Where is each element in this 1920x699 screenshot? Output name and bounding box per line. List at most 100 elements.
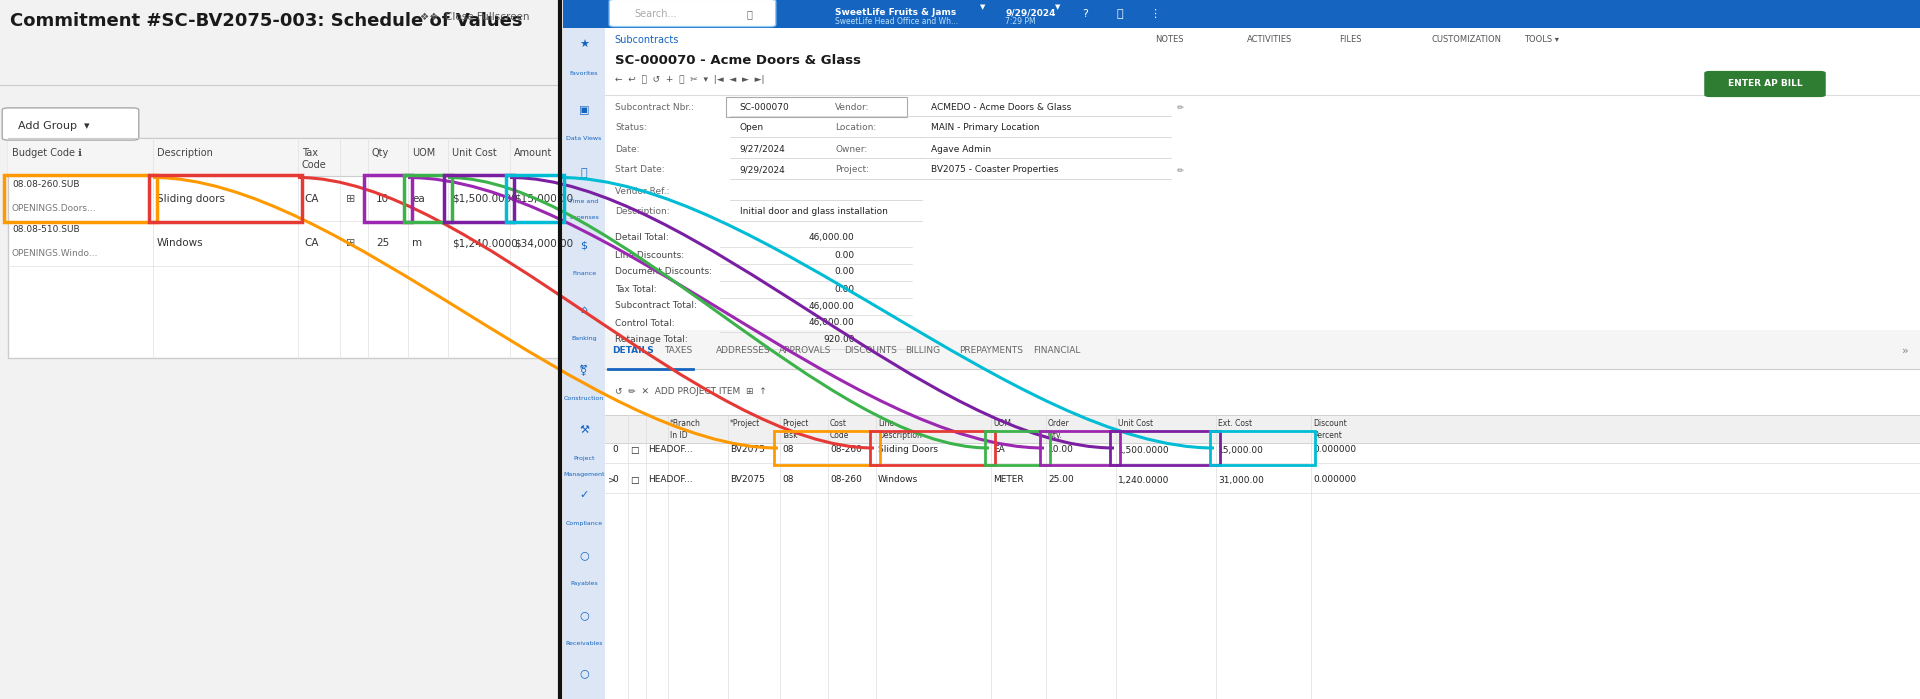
FancyBboxPatch shape [1705,71,1826,97]
Text: Subcontracts: Subcontracts [614,35,680,45]
Text: Construction: Construction [564,396,605,401]
Text: Data Views: Data Views [566,136,601,141]
Text: Sliding Doors: Sliding Doors [877,445,939,454]
Text: Finance: Finance [572,271,595,277]
Text: 08: 08 [781,445,793,454]
Text: DETAILS: DETAILS [612,346,653,355]
Text: Discount: Discount [1313,419,1346,428]
Text: APPROVALS: APPROVALS [780,346,831,355]
Text: 0.00: 0.00 [835,284,854,294]
Text: □: □ [630,475,639,484]
Text: Subcontract Nbr.:: Subcontract Nbr.: [614,103,693,112]
FancyBboxPatch shape [605,330,1920,368]
Text: ○: ○ [580,550,589,560]
Text: ○: ○ [580,610,589,620]
Text: 46,000.00: 46,000.00 [808,233,854,243]
Text: »: » [1903,345,1908,355]
Text: 0.00: 0.00 [835,268,854,277]
Text: SC-000070 - Acme Doors & Glass: SC-000070 - Acme Doors & Glass [614,54,860,66]
Text: 9/29/2024: 9/29/2024 [1004,8,1056,17]
Text: ▼: ▼ [979,4,985,10]
Text: Project: Project [574,456,595,461]
Text: ✓: ✓ [580,490,589,500]
FancyBboxPatch shape [0,0,561,699]
Text: Description:: Description: [614,208,670,217]
Text: Code: Code [829,431,849,440]
Text: $34,000.00: $34,000.00 [515,238,574,249]
Text: Compliance: Compliance [564,521,603,526]
Text: ✏: ✏ [1177,166,1185,175]
Text: Tax: Tax [301,147,319,158]
Text: Vendor Ref.:: Vendor Ref.: [614,187,670,196]
Text: Payables: Payables [570,582,597,586]
Text: Location:: Location: [835,124,876,133]
Text: BV2075: BV2075 [730,445,764,454]
FancyBboxPatch shape [605,28,1920,699]
Text: Description: Description [877,431,922,440]
Text: Windows: Windows [877,475,918,484]
Text: Order: Order [1048,419,1069,428]
Text: Add Group  ▾: Add Group ▾ [17,121,90,131]
Text: ⏰: ⏰ [580,168,588,178]
Text: Start Date:: Start Date: [614,166,664,175]
Text: ✏: ✏ [1177,103,1185,112]
Text: $1,500.0000: $1,500.0000 [451,194,518,203]
Text: Vendor:: Vendor: [835,103,870,112]
FancyBboxPatch shape [2,108,138,140]
Text: Task: Task [781,431,799,440]
Text: ○: ○ [580,668,589,678]
Text: FINANCIAL: FINANCIAL [1033,346,1081,355]
Text: 1,500.0000: 1,500.0000 [1117,445,1169,454]
Text: ⊞: ⊞ [346,194,355,203]
Text: METER: METER [993,475,1023,484]
Text: Amount: Amount [515,147,553,158]
Text: EA: EA [993,445,1004,454]
FancyBboxPatch shape [563,28,605,699]
Text: 08: 08 [781,475,793,484]
Text: CUSTOMIZATION: CUSTOMIZATION [1432,36,1501,45]
Text: MAIN - Primary Location: MAIN - Primary Location [931,124,1039,133]
Text: Agave Admin: Agave Admin [931,145,991,154]
Text: ↺  ✏  ✕  ADD PROJECT ITEM  ⊞  ↑: ↺ ✏ ✕ ADD PROJECT ITEM ⊞ ↑ [614,387,766,396]
Text: Open: Open [739,124,764,133]
Text: Project: Project [781,419,808,428]
Text: Commitment #SC-BV2075-003: Schedule of Values: Commitment #SC-BV2075-003: Schedule of V… [10,12,522,30]
Text: 08-260: 08-260 [829,475,862,484]
Text: ▣: ▣ [578,105,589,115]
Text: OPENINGS.Windo...: OPENINGS.Windo... [12,250,98,259]
Text: PREPAYMENTS: PREPAYMENTS [958,346,1023,355]
Text: Windows: Windows [157,238,204,249]
Text: Unit Cost: Unit Cost [451,147,497,158]
Text: Control Total:: Control Total: [614,319,674,328]
Text: Search...: Search... [634,9,676,19]
Text: ENTER AP BILL: ENTER AP BILL [1728,80,1803,89]
Text: Time and: Time and [570,199,599,204]
FancyBboxPatch shape [8,138,561,176]
Text: Line Discounts:: Line Discounts: [614,250,684,259]
Text: Description: Description [157,147,213,158]
Text: DISCOUNTS: DISCOUNTS [845,346,897,355]
Text: 9/27/2024: 9/27/2024 [739,145,785,154]
Text: Detail Total:: Detail Total: [614,233,668,243]
Text: 🔍: 🔍 [747,9,753,19]
Text: 46,000.00: 46,000.00 [808,319,854,328]
Text: Sliding doors: Sliding doors [157,194,225,203]
Text: TAXES: TAXES [664,346,693,355]
Text: ?: ? [1083,9,1089,19]
Text: Qty: Qty [372,147,390,158]
Text: Document Discounts:: Document Discounts: [614,268,712,277]
Text: Tax Total:: Tax Total: [614,284,657,294]
Text: 46,000.00: 46,000.00 [808,301,854,310]
Text: 10: 10 [376,194,390,203]
Text: 10.00: 10.00 [1048,445,1073,454]
FancyBboxPatch shape [726,97,906,117]
Text: Favorites: Favorites [570,71,599,76]
Text: Initial door and glass installation: Initial door and glass installation [739,208,887,217]
Text: Receivables: Receivables [564,642,603,647]
Text: 920.00: 920.00 [824,336,854,345]
Text: ❖❖  Close Fullscreen: ❖❖ Close Fullscreen [420,12,530,22]
Text: CA: CA [303,194,319,203]
Text: CA: CA [303,238,319,249]
Text: Date:: Date: [614,145,639,154]
Text: 25: 25 [376,238,390,249]
